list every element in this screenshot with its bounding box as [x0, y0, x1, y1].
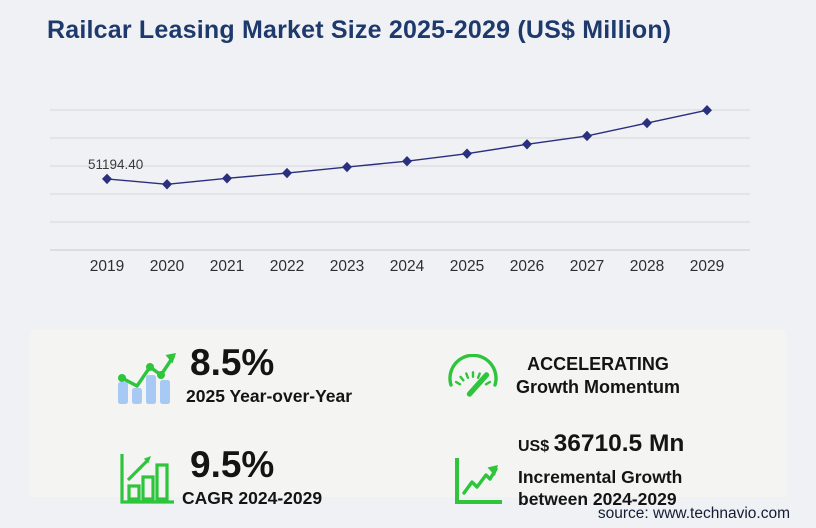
- x-tick-2026: 2026: [510, 258, 544, 275]
- stat-cagr: 9.5% CAGR 2024-2029: [118, 444, 322, 508]
- x-tick-2027: 2027: [570, 258, 604, 275]
- data-point-2023: [342, 161, 352, 173]
- x-tick-2019: 2019: [90, 258, 124, 275]
- x-tick-2025: 2025: [450, 258, 484, 275]
- market-size-line-chart: 2019 2020 2021 2022 2023 2024 2025 2026 2027 2028…: [50, 105, 750, 275]
- bar-chart-trend-icon: [118, 353, 176, 404]
- data-point-2020: [162, 179, 172, 190]
- x-tick-2028: 2028: [630, 258, 664, 275]
- incremental-value: 36710.5 Mn: [553, 430, 685, 457]
- data-point-2022: [282, 167, 292, 179]
- momentum-status: ACCELERATING: [527, 354, 669, 374]
- first-point-value-label: 51194.40: [88, 157, 143, 172]
- data-point-2025: [462, 148, 472, 159]
- outlined-bar-growth-icon: [120, 454, 174, 504]
- x-tick-2021: 2021: [210, 258, 244, 275]
- data-point-2021: [222, 173, 232, 184]
- line-growth-arrow-icon: [455, 458, 502, 504]
- data-point-2026: [522, 139, 532, 150]
- speedometer-icon: [448, 354, 498, 397]
- yoy-value: 8.5%: [190, 342, 275, 383]
- stat-yoy-growth: 8.5% 2025 Year-over-Year: [112, 342, 352, 406]
- data-point-2029: [702, 105, 712, 116]
- momentum-label: Growth Momentum: [516, 377, 680, 397]
- x-tick-2020: 2020: [150, 258, 185, 275]
- data-point-2028: [642, 117, 652, 129]
- data-point-2024: [402, 156, 412, 167]
- stat-incremental-growth: US$ 36710.5 Mn Incremental Growth betwee…: [452, 430, 684, 510]
- incremental-currency: US$: [518, 438, 550, 455]
- page-title: Railcar Leasing Market Size 2025-2029 (U…: [47, 16, 672, 44]
- data-point-2019: [102, 173, 112, 185]
- incremental-value-row: US$ 36710.5 Mn: [518, 430, 684, 461]
- incremental-label-line2: between 2024-2029: [518, 489, 677, 509]
- x-tick-2029: 2029: [690, 258, 724, 275]
- stat-growth-momentum: ACCELERATING Growth Momentum: [446, 350, 684, 400]
- x-tick-2023: 2023: [330, 258, 364, 275]
- x-tick-2024: 2024: [390, 258, 425, 275]
- yoy-label: 2025 Year-over-Year: [186, 386, 353, 406]
- source-credit: source: www.technavio.com: [597, 505, 790, 522]
- cagr-value: 9.5%: [190, 444, 275, 485]
- incremental-label-line1: Incremental Growth: [518, 467, 683, 487]
- cagr-label: CAGR 2024-2029: [182, 488, 323, 508]
- market-size-series-line: [106, 109, 708, 186]
- x-tick-2022: 2022: [270, 258, 304, 275]
- data-point-2027: [582, 130, 592, 142]
